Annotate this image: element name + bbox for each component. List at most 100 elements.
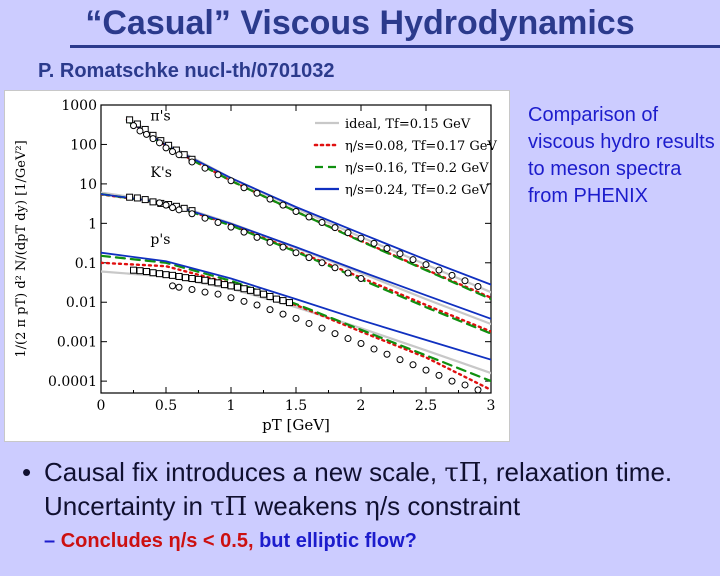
particle-label: K's <box>150 165 172 181</box>
data-point-circle <box>435 266 443 274</box>
curve-eta024-particle-2 <box>101 251 491 361</box>
data-point-square <box>149 198 157 206</box>
data-point-square <box>260 290 267 298</box>
data-point-square <box>279 297 287 305</box>
data-point-circle <box>279 201 287 209</box>
data-point-circle <box>396 356 404 364</box>
data-point-square <box>208 278 215 286</box>
data-point-square <box>126 116 134 124</box>
curve-eta016-particle-1 <box>101 193 491 335</box>
data-point-circle <box>175 283 183 291</box>
data-point-circle <box>240 184 248 192</box>
data-point-circle <box>227 294 235 302</box>
data-point-circle <box>188 210 196 218</box>
data-point-circle <box>305 213 313 221</box>
data-point-circle <box>292 314 300 322</box>
x-tick-label: 2.5 <box>415 398 437 414</box>
particle-label: π's <box>150 109 170 125</box>
curve-eta008-particle-2 <box>101 261 491 392</box>
title-underline <box>70 45 720 48</box>
data-point-circle <box>357 234 365 242</box>
data-point-circle <box>448 377 456 385</box>
data-point-circle <box>318 259 326 267</box>
data-point-square <box>234 283 241 291</box>
data-point-circle <box>253 301 261 309</box>
data-point-circle <box>422 261 430 269</box>
legend-label: η/s=0.08, Tf=0.17 GeV <box>345 139 497 154</box>
bullet-text-part1: Causal fix introduces a new scale, <box>44 457 438 487</box>
y-tick-label: 10 <box>79 177 97 193</box>
y-tick-label: 0.01 <box>66 295 97 311</box>
data-point-circle <box>474 283 482 291</box>
y-tick-label: 0.1 <box>75 256 97 272</box>
data-point-circle <box>175 151 183 159</box>
data-point-circle <box>357 339 365 347</box>
data-point-circle <box>357 274 365 282</box>
data-point-circle <box>435 371 443 379</box>
data-point-circle <box>214 219 222 227</box>
data-point-square <box>221 281 228 289</box>
x-tick-label: 2 <box>357 398 366 414</box>
y-tick-label: 0.001 <box>57 335 97 351</box>
y-tick-label: 1 <box>88 216 97 232</box>
data-point-square <box>182 274 189 282</box>
data-point-square <box>247 286 254 294</box>
legend-box <box>309 111 487 203</box>
data-point-square <box>273 295 280 303</box>
x-tick-label: 3 <box>487 398 496 414</box>
data-point-circle <box>331 224 339 232</box>
data-point-square <box>188 274 196 282</box>
y-tick-label: 100 <box>70 137 97 153</box>
data-point-circle <box>344 229 352 237</box>
bullet-text: Causal fix introduces a new scale, τΠ, r… <box>44 456 712 524</box>
data-point-square <box>143 268 150 276</box>
x-axis-label: pT [GeV] <box>262 416 330 434</box>
data-point-square <box>130 266 137 274</box>
data-point-circle <box>461 381 469 389</box>
data-point-square <box>240 285 248 293</box>
conclusion-red-text: Concludes η/s < 0.5, <box>60 530 254 552</box>
data-point-circle <box>292 207 300 215</box>
data-point-circle <box>201 288 209 296</box>
data-point-circle <box>201 164 209 172</box>
data-point-circle <box>162 144 170 152</box>
bullet-marker: • <box>22 457 32 487</box>
data-point-circle <box>422 366 430 374</box>
y-tick-label: 1000 <box>61 98 97 114</box>
bullet-conclusion: – Concludes η/s < 0.5, but elliptic flow… <box>44 530 417 553</box>
data-point-circle <box>331 330 339 338</box>
data-point-circle <box>214 290 222 298</box>
x-tick-label: 1.5 <box>285 398 307 414</box>
tau-pi-symbol-2: τΠ <box>210 492 248 522</box>
data-point-circle <box>253 189 261 197</box>
eta-symbol: η <box>364 492 380 522</box>
data-point-square <box>266 292 274 300</box>
x-tick-label: 1 <box>227 398 236 414</box>
data-point-circle <box>188 158 196 166</box>
data-point-circle <box>409 256 417 264</box>
data-point-circle <box>130 122 137 130</box>
particle-label: p's <box>150 232 170 248</box>
data-point-circle <box>292 249 300 257</box>
data-point-circle <box>461 277 469 285</box>
data-point-circle <box>143 130 150 138</box>
data-point-circle <box>448 271 456 279</box>
data-point-square <box>227 282 235 290</box>
data-point-circle <box>344 335 352 343</box>
sub-bullet-dash: – <box>44 530 56 552</box>
data-point-circle <box>201 214 209 222</box>
legend-label: η/s=0.24, Tf=0.2 GeV <box>345 183 489 198</box>
data-point-circle <box>162 201 170 209</box>
bullet-text-part2: , relaxation time. Uncertainty in <box>44 457 673 521</box>
legend-label: η/s=0.16, Tf=0.2 GeV <box>345 161 489 176</box>
bullet-text-part4: /s constraint <box>379 491 521 521</box>
spectra-chart-panel: 0 0.5 1 1.5 2 2.5 3 0.0001 0.001 0.01 0.1 1 10 100 100… <box>4 90 510 442</box>
data-point-circle <box>266 195 274 203</box>
data-point-circle <box>169 148 176 156</box>
tau-pi-symbol: τΠ <box>444 458 482 488</box>
data-point-circle <box>266 306 274 314</box>
data-point-circle <box>409 361 417 369</box>
data-point-circle <box>149 135 157 143</box>
data-point-circle <box>383 350 391 358</box>
data-point-circle <box>474 386 482 394</box>
